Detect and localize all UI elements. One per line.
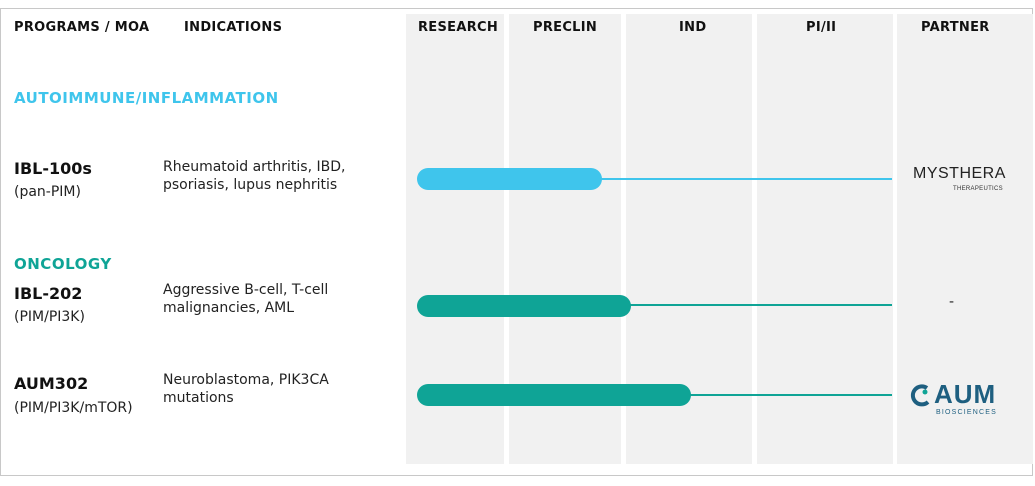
section-oncology: ONCOLOGY bbox=[14, 255, 112, 273]
partner-none: - bbox=[949, 294, 955, 310]
aum-logo-icon bbox=[910, 384, 930, 407]
partner-aum-sub: BIOSCIENCES bbox=[936, 409, 998, 416]
column-phase-bg bbox=[757, 14, 893, 464]
header-phase: PI/II bbox=[806, 20, 837, 35]
partner-aum-name: AUM bbox=[934, 379, 997, 409]
header-preclin: PRECLIN bbox=[533, 20, 598, 35]
program-moa: (pan-PIM) bbox=[14, 184, 81, 200]
partner-mysthera-sub: THERAPEUTICS bbox=[953, 186, 1003, 192]
progress-bar-ibl100s bbox=[417, 168, 602, 190]
program-name: IBL-100s bbox=[14, 159, 92, 178]
program-name: IBL-202 bbox=[14, 284, 83, 303]
partner-mysthera-name: MYSTHERA bbox=[913, 165, 1006, 182]
program-indications: Neuroblastoma, PIK3CA mutations bbox=[163, 372, 329, 406]
progress-line-aum302 bbox=[689, 394, 892, 396]
program-moa: (PIM/PI3K/mTOR) bbox=[14, 400, 133, 416]
program-moa: (PIM/PI3K) bbox=[14, 309, 85, 325]
progress-line-ibl202 bbox=[629, 304, 892, 306]
section-autoimmune: AUTOIMMUNE/INFLAMMATION bbox=[14, 89, 279, 107]
progress-bar-aum302 bbox=[417, 384, 691, 406]
program-indications: Rheumatoid arthritis, IBD, psoriasis, lu… bbox=[163, 159, 346, 193]
progress-bar-ibl202 bbox=[417, 295, 631, 317]
header-partner: PARTNER bbox=[921, 20, 990, 35]
header-programs: PROGRAMS / MOA bbox=[14, 20, 150, 35]
program-name: AUM302 bbox=[14, 374, 89, 393]
progress-line-ibl100s bbox=[600, 178, 892, 180]
header-research: RESEARCH bbox=[418, 20, 499, 35]
header-ind: IND bbox=[679, 20, 707, 35]
program-indications: Aggressive B-cell, T-cell malignancies, … bbox=[163, 282, 329, 316]
header-indications: INDICATIONS bbox=[184, 20, 283, 35]
column-partner-bg bbox=[897, 14, 1033, 464]
